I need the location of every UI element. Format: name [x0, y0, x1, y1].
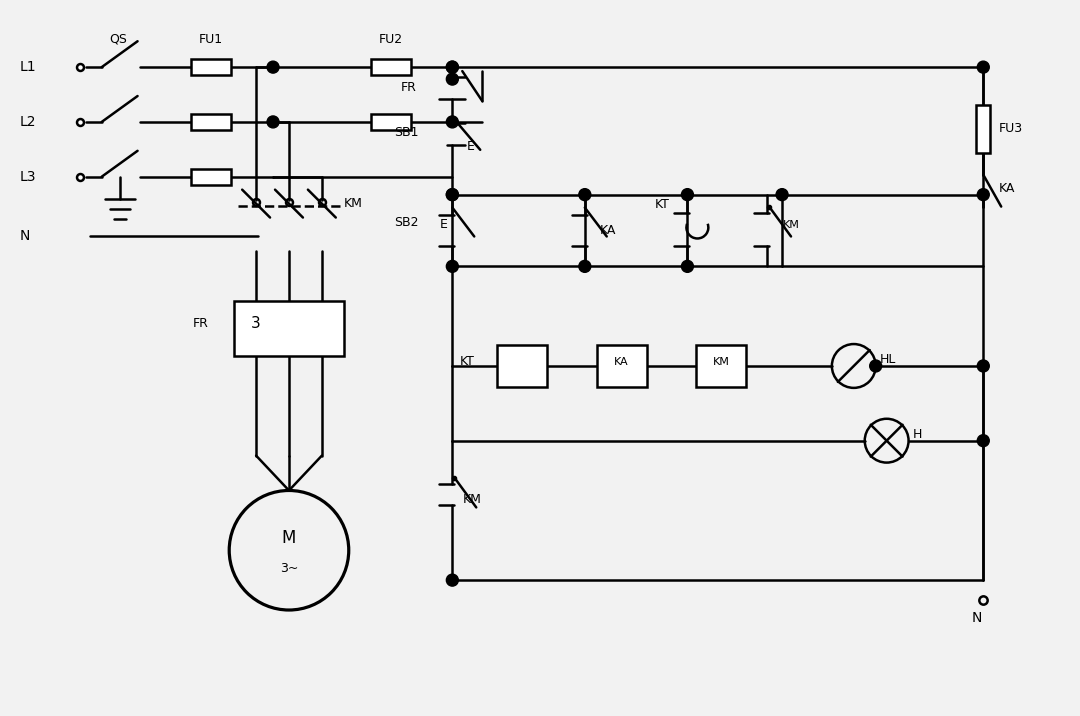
Circle shape: [446, 61, 458, 73]
Text: KA: KA: [999, 182, 1015, 195]
Bar: [191, 114, 231, 130]
Text: N: N: [21, 229, 30, 243]
Circle shape: [446, 574, 458, 586]
Text: 3~: 3~: [280, 561, 298, 575]
Text: FU1: FU1: [199, 33, 224, 46]
Text: KT: KT: [654, 198, 670, 211]
Text: SB1: SB1: [394, 127, 419, 140]
Bar: [370, 114, 410, 130]
Text: KA: KA: [599, 224, 617, 237]
Circle shape: [446, 116, 458, 128]
Text: KA: KA: [615, 357, 629, 367]
Text: E: E: [440, 218, 447, 231]
Text: FR: FR: [192, 316, 208, 329]
Text: L3: L3: [21, 170, 37, 184]
Bar: [697, 345, 746, 387]
Text: KT: KT: [459, 355, 474, 369]
Circle shape: [446, 261, 458, 272]
Text: SB2: SB2: [394, 216, 419, 229]
Circle shape: [579, 188, 591, 200]
Text: N: N: [972, 611, 983, 625]
Text: 3: 3: [252, 316, 261, 331]
Bar: [191, 59, 231, 75]
Circle shape: [579, 261, 591, 272]
Circle shape: [977, 61, 989, 73]
Circle shape: [446, 61, 458, 73]
Circle shape: [446, 188, 458, 200]
Text: KM: KM: [343, 197, 363, 210]
Text: QS: QS: [110, 33, 127, 46]
Bar: [597, 345, 647, 387]
Text: H: H: [913, 428, 922, 441]
Text: FU3: FU3: [999, 122, 1024, 135]
Text: L1: L1: [21, 60, 37, 74]
Bar: [191, 169, 231, 185]
Text: KM: KM: [783, 220, 800, 230]
Text: M: M: [282, 529, 296, 547]
Text: KM: KM: [713, 357, 730, 367]
Text: FU2: FU2: [378, 33, 403, 46]
Circle shape: [977, 435, 989, 447]
Text: KM: KM: [462, 493, 482, 506]
Circle shape: [267, 116, 279, 128]
Circle shape: [977, 188, 989, 200]
Circle shape: [681, 188, 693, 200]
Text: L2: L2: [21, 115, 37, 129]
Text: HL: HL: [880, 354, 896, 367]
Bar: [234, 301, 343, 356]
Circle shape: [869, 360, 881, 372]
Bar: [497, 345, 546, 387]
Text: FR: FR: [401, 81, 417, 94]
Text: E: E: [467, 140, 474, 153]
Circle shape: [681, 261, 693, 272]
Circle shape: [446, 73, 458, 85]
Bar: [370, 59, 410, 75]
Circle shape: [446, 188, 458, 200]
Circle shape: [267, 61, 279, 73]
Circle shape: [977, 360, 989, 372]
Bar: [976, 105, 990, 153]
Circle shape: [777, 188, 788, 200]
